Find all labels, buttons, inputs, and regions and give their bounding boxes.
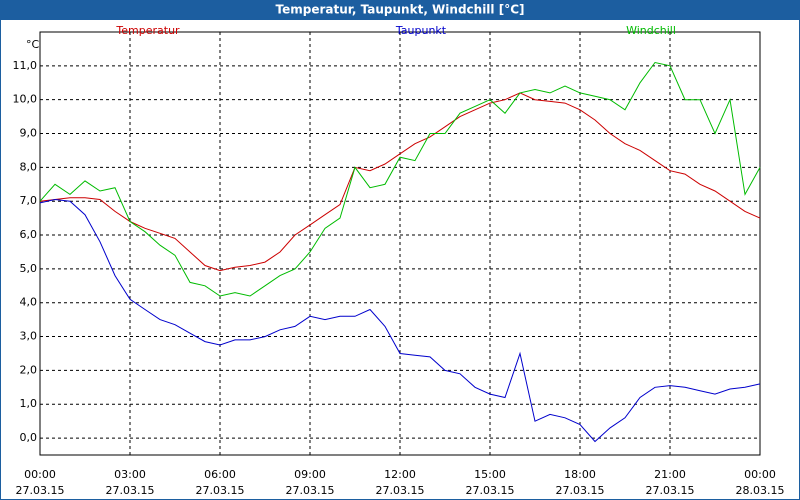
x-tick-label: 00:00	[24, 468, 56, 481]
y-unit: °C	[26, 38, 40, 51]
x-tick-label: 03:00	[114, 468, 146, 481]
x-tick-date: 27.03.15	[376, 484, 425, 497]
x-tick-label: 18:00	[564, 468, 596, 481]
y-tick-label: 9,0	[20, 127, 38, 140]
x-tick-date: 27.03.15	[16, 484, 65, 497]
x-tick-date: 27.03.15	[556, 484, 605, 497]
y-tick-label: 4,0	[20, 296, 38, 309]
x-tick-label: 21:00	[654, 468, 686, 481]
y-tick-label: 1,0	[20, 397, 38, 410]
y-tick-label: 0,0	[20, 431, 38, 444]
line-series	[39, 61, 761, 297]
y-tick-label: 8,0	[20, 160, 38, 173]
x-tick-date: 27.03.15	[106, 484, 155, 497]
y-tick-label: 10,0	[13, 93, 38, 106]
y-tick-label: 7,0	[20, 194, 38, 207]
y-tick-label: 6,0	[20, 228, 38, 241]
x-tick-label: 00:00	[744, 468, 776, 481]
y-tick-label: 2,0	[20, 363, 38, 376]
x-tick-label: 15:00	[474, 468, 506, 481]
line-series	[39, 198, 761, 443]
y-tick-label: 11,0	[13, 59, 38, 72]
legend-entry: Temperatur	[115, 24, 180, 37]
title-bar	[0, 0, 800, 20]
x-tick-date: 27.03.15	[286, 484, 335, 497]
line-series	[39, 92, 761, 272]
x-tick-date: 27.03.15	[646, 484, 695, 497]
x-tick-label: 12:00	[384, 468, 416, 481]
chart-title: Temperatur, Taupunkt, Windchill [°C]	[276, 3, 525, 17]
x-tick-label: 09:00	[294, 468, 326, 481]
x-tick-date: 27.03.15	[466, 484, 515, 497]
legend-entry: Taupunkt	[395, 24, 447, 37]
legend-entry: Windchill	[626, 24, 676, 37]
x-tick-label: 06:00	[204, 468, 236, 481]
x-tick-date: 27.03.15	[196, 484, 245, 497]
y-tick-label: 5,0	[20, 262, 38, 275]
y-tick-label: 3,0	[20, 330, 38, 343]
x-tick-date: 28.03.15	[736, 484, 785, 497]
